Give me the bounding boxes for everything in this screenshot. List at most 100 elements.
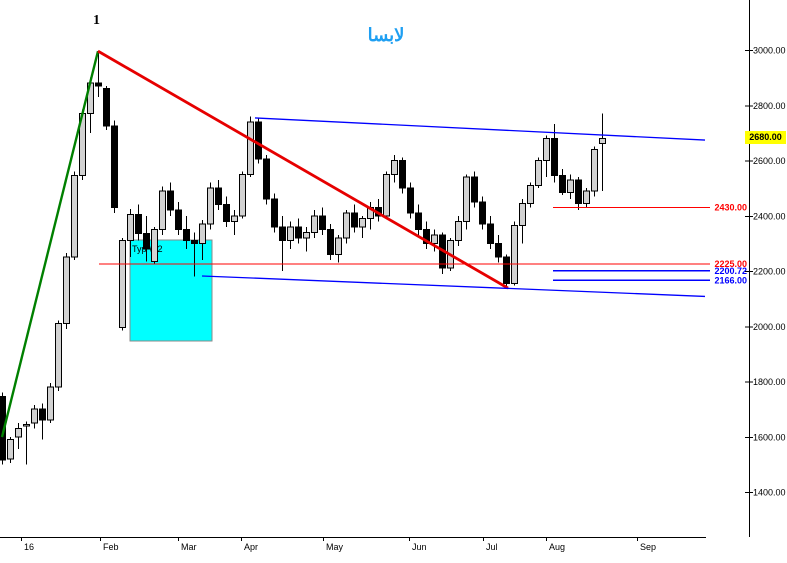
candle-bear — [575, 179, 582, 204]
x-tick-label: May — [326, 542, 344, 552]
candle-bear — [351, 212, 358, 228]
y-tick-label: 2200.00 — [753, 267, 786, 277]
candle-bear — [0, 396, 6, 461]
candle-bear — [175, 209, 182, 231]
channel-upper-line — [254, 117, 706, 141]
candle-bull — [311, 215, 318, 233]
candle-bear — [191, 240, 198, 244]
level-label: 2166.00 — [714, 275, 747, 285]
y-tick-label: 2800.00 — [753, 101, 786, 111]
candle-bear — [111, 125, 118, 208]
candle-bear — [135, 213, 142, 235]
candle-bear — [39, 408, 46, 421]
candle-bear — [215, 187, 222, 206]
candle-bull — [55, 322, 62, 388]
candle-bull — [519, 202, 526, 226]
wave-1-label: 1 — [93, 13, 100, 28]
candle-bull — [567, 179, 574, 193]
x-tick-label: 16 — [24, 542, 34, 552]
x-tick-label: Jun — [412, 542, 427, 552]
candle-bull — [527, 184, 534, 204]
candle-bull — [383, 173, 390, 217]
candle-bear — [143, 233, 150, 250]
candle-bull — [71, 175, 78, 258]
downtrend-line — [97, 49, 509, 290]
zone-rect — [129, 239, 213, 342]
candle-bull — [119, 240, 126, 329]
channel-lower-line — [201, 275, 706, 298]
y-tick-label: 2600.00 — [753, 156, 786, 166]
y-tick-label: 1800.00 — [753, 377, 786, 387]
candle-bull — [343, 212, 350, 239]
candle-bear — [279, 226, 286, 242]
y-tick-label: 1400.00 — [753, 488, 786, 498]
candle-bull — [199, 223, 206, 244]
candle-bull — [23, 423, 30, 427]
y-tick-label: 3000.00 — [753, 46, 786, 56]
candle-bull — [159, 190, 166, 231]
y-tick-label: 2400.00 — [753, 211, 786, 221]
candle-bull — [591, 148, 598, 192]
candle-bear — [255, 121, 262, 160]
x-tick-label: Jul — [486, 542, 498, 552]
candle-bull — [431, 234, 438, 244]
candle-bear — [95, 82, 102, 87]
candle-bull — [463, 176, 470, 222]
candle-bear — [223, 204, 230, 222]
candle-bear — [295, 226, 302, 239]
level-label: 2200.72 — [714, 266, 747, 276]
candle-bull — [207, 187, 214, 225]
candle-bull — [239, 173, 246, 217]
chart-title: لابسا — [367, 25, 405, 45]
x-tick-label: Sep — [640, 542, 656, 552]
x-tick-label: Feb — [103, 542, 119, 552]
candle-bull — [583, 190, 590, 204]
candle-bear — [271, 198, 278, 228]
candle-bear — [551, 137, 558, 177]
y-tick-label: 1600.00 — [753, 432, 786, 442]
y-tick-label: 2000.00 — [753, 322, 786, 332]
candle-bull — [31, 408, 38, 424]
candle-bull — [599, 137, 606, 144]
candle-bull — [391, 160, 398, 175]
candle-bear — [559, 175, 566, 193]
candle-bull — [543, 137, 550, 161]
candle-bull — [15, 427, 22, 438]
x-tick-label: Mar — [181, 542, 197, 552]
candle-bear — [183, 229, 190, 242]
impulse-up-line — [0, 50, 100, 438]
candle-bear — [263, 158, 270, 200]
candle-bull — [63, 256, 70, 324]
candle-bear — [319, 215, 326, 231]
candle-bull — [455, 220, 462, 242]
candle-bear — [415, 212, 422, 231]
candle-bull — [335, 237, 342, 255]
candle-bull — [511, 224, 518, 284]
candle-bull — [535, 160, 542, 186]
level-label: 2430.00 — [714, 202, 747, 212]
x-tick-label: Aug — [549, 542, 565, 552]
candle-bull — [359, 218, 366, 228]
candle-bull — [7, 439, 14, 460]
x-tick-label: Apr — [244, 542, 258, 552]
candle-bear — [103, 88, 110, 127]
candle-bull — [287, 226, 294, 242]
candle-bull — [127, 213, 134, 242]
candle-bear — [423, 229, 430, 244]
candle-bear — [327, 229, 334, 255]
candle-bull — [247, 121, 254, 175]
level-label: 2225.00 — [714, 259, 747, 269]
candle-bear — [399, 160, 406, 189]
candle-bull — [47, 386, 54, 421]
candle-bull — [303, 231, 310, 239]
candle-bear — [495, 242, 502, 258]
candle-bear — [471, 176, 478, 203]
candle-bear — [487, 223, 494, 244]
candle-bull — [151, 229, 158, 262]
candle-bear — [503, 256, 510, 284]
candle-bear — [167, 190, 174, 211]
candle-bear — [479, 201, 486, 225]
candle-bear — [407, 187, 414, 214]
